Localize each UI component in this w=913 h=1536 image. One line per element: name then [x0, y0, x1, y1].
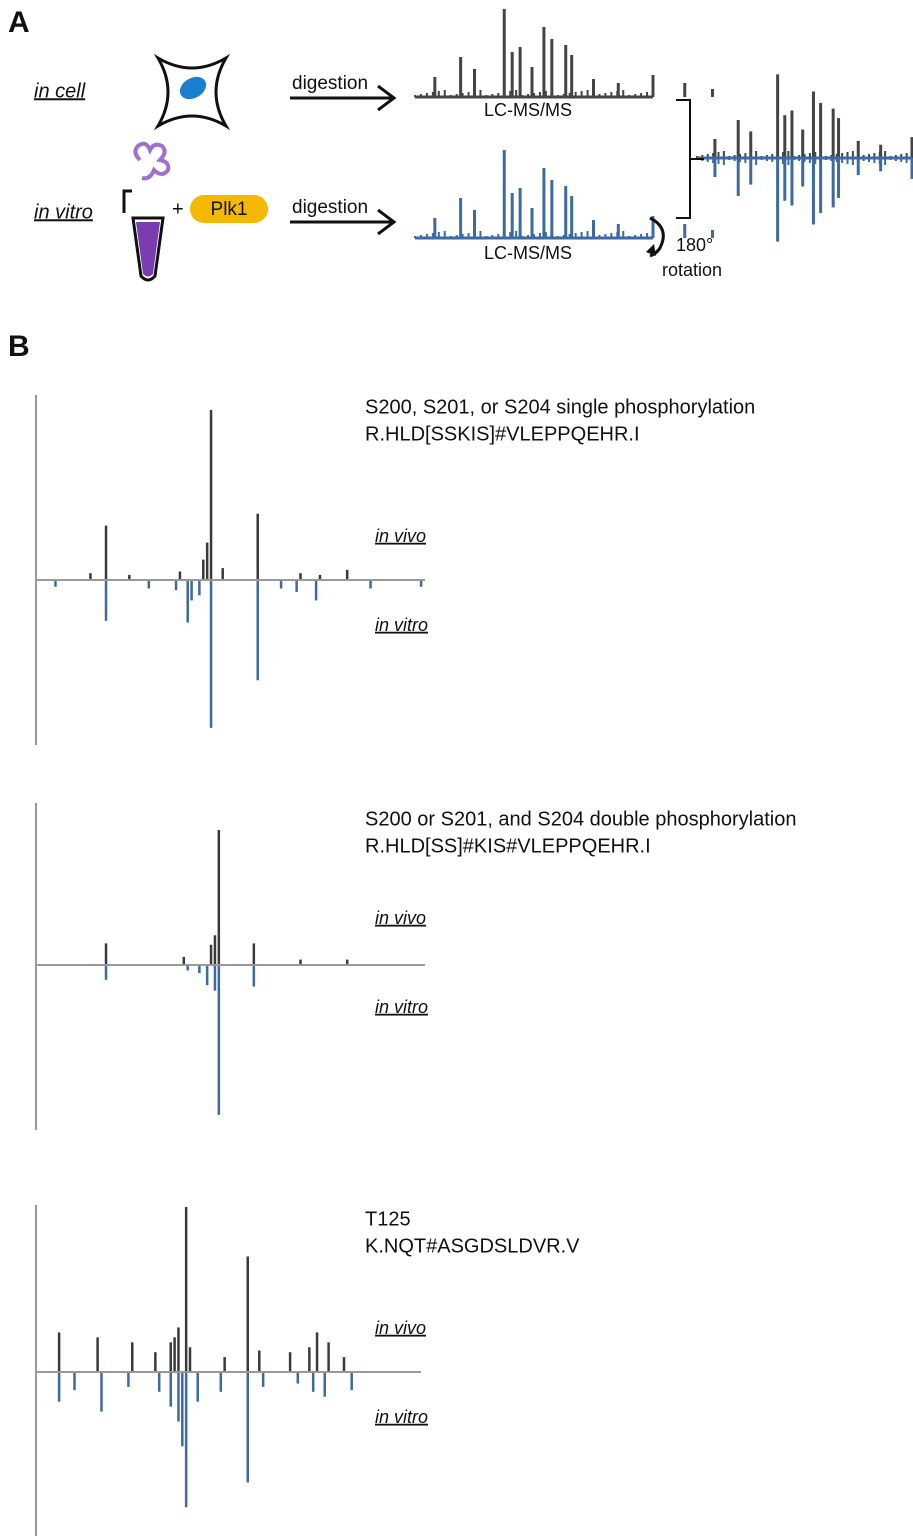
bracket	[676, 99, 704, 219]
in-vitro-label: in vitro	[375, 997, 428, 1017]
panel-label: A	[8, 6, 30, 39]
spectrum-title: T125	[365, 1208, 411, 1230]
peptide-sequence: R.HLD[SS]#KIS#VLEPPQEHR.I	[365, 835, 651, 857]
lcms-label: LC-MS/MS	[484, 243, 572, 263]
rotation-arrowhead	[646, 244, 656, 256]
tube-fill	[136, 222, 160, 277]
illustrative-spectrum	[414, 9, 913, 242]
spectrum-title: S200 or S201, and S204 double phosphoryl…	[365, 808, 796, 830]
rotation-label: rotation	[662, 260, 722, 280]
nucleus-icon	[179, 76, 207, 100]
plk1-label: Plk1	[211, 199, 248, 220]
digestion-label: digestion	[292, 197, 368, 218]
peptide-sequence: R.HLD[SSKIS]#VLEPPQEHR.I	[365, 423, 640, 445]
arrows	[290, 84, 397, 236]
in-vivo-label: in vivo	[375, 526, 426, 546]
tube-outline	[122, 189, 165, 282]
in-vitro-label: in vitro	[375, 615, 428, 635]
protein-icon	[133, 141, 171, 181]
panel-label: B	[8, 330, 30, 363]
in-vivo-label: in vivo	[375, 908, 426, 928]
cell-icon	[153, 53, 231, 131]
spectrum-title: S200, S201, or S204 single phosphorylati…	[365, 396, 755, 418]
rotation-degrees: 180°	[676, 235, 713, 255]
in-cell-label: in cell	[34, 80, 86, 102]
in-vivo-label: in vivo	[375, 1318, 426, 1338]
in-vitro-label: in vitro	[34, 201, 93, 223]
peptide-sequence: K.NQT#ASGDSLDVR.V	[365, 1235, 580, 1257]
digestion-label: digestion	[292, 73, 368, 94]
in-vitro-label: in vitro	[375, 1407, 428, 1427]
plus-sign: +	[172, 198, 184, 220]
lcms-label: LC-MS/MS	[484, 100, 572, 120]
plk1-pill	[190, 195, 268, 223]
